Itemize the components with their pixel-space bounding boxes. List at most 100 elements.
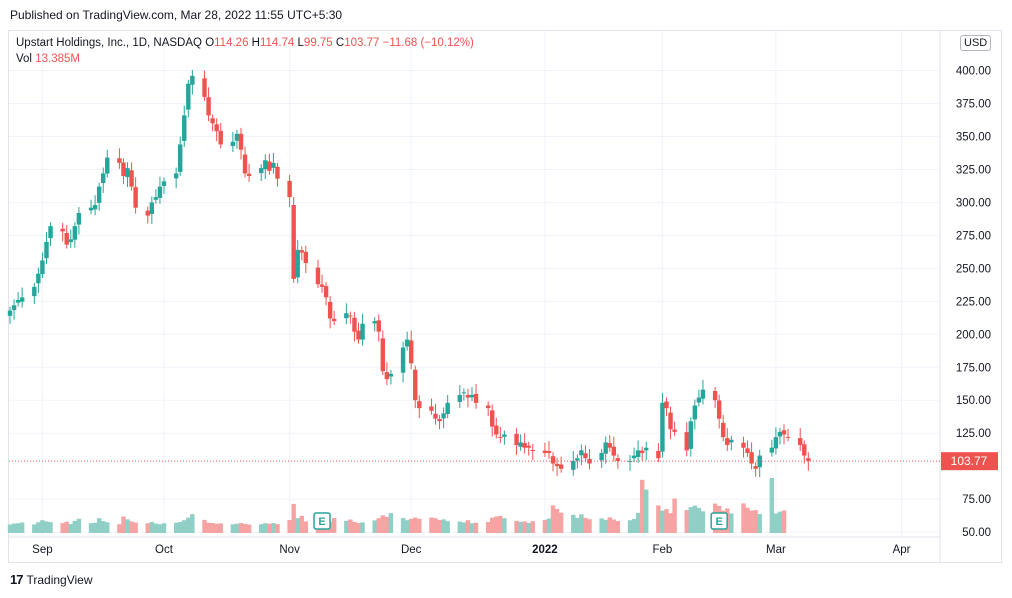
candle-body	[92, 205, 98, 210]
y-tick-label: 325.00	[956, 164, 991, 176]
volume-bar	[781, 510, 787, 533]
candle-body	[230, 141, 236, 147]
candle-body	[299, 250, 304, 253]
x-tick-label: Oct	[155, 544, 174, 556]
candle-body	[514, 433, 519, 446]
candle-body	[352, 317, 357, 332]
volume-bar	[68, 524, 73, 533]
candle-body	[384, 372, 390, 380]
candle-body	[526, 445, 531, 448]
volume-bar	[11, 523, 17, 533]
candle-body	[785, 436, 791, 438]
candle-body	[741, 442, 746, 448]
volume-bar	[700, 511, 706, 533]
candle-body	[554, 463, 560, 467]
chart-frame[interactable]	[8, 30, 1002, 563]
y-tick-label: 275.00	[956, 230, 991, 242]
volume-bar	[445, 521, 450, 533]
tradingview-footer: 17 TradingView	[10, 572, 93, 587]
y-tick-label: 175.00	[956, 362, 991, 374]
volume-bar	[664, 509, 669, 533]
candle-body	[7, 310, 13, 316]
volume-bar	[384, 516, 390, 533]
volume-bar	[469, 523, 475, 533]
candle-body	[575, 458, 580, 461]
volume-bar	[153, 523, 159, 533]
candle-body	[721, 422, 726, 438]
candle-body	[749, 452, 754, 464]
volume-bar	[461, 522, 467, 533]
volume-label: Vol	[16, 53, 32, 65]
volume-bar	[518, 521, 523, 533]
candle-body	[153, 197, 159, 200]
volume-bar	[72, 520, 78, 533]
candle-body	[214, 124, 219, 132]
volume-bar	[546, 518, 552, 533]
currency-badge[interactable]: USD	[960, 35, 992, 51]
volume-bar	[238, 523, 244, 533]
candle-body	[315, 267, 321, 285]
volume-bar	[352, 521, 357, 533]
candle-body	[688, 421, 694, 449]
volume-bar	[498, 515, 503, 533]
candle-body	[615, 458, 621, 461]
volume-bar	[599, 518, 604, 533]
volume-bar	[773, 513, 779, 533]
x-tick-label: Mar	[766, 544, 786, 556]
candle-body	[769, 447, 775, 453]
candle-body	[327, 301, 333, 319]
publish-header: Published on TradingView.com, Mar 28, 20…	[0, 0, 1012, 30]
volume-bar	[15, 523, 21, 533]
y-tick-label: 150.00	[956, 395, 991, 407]
volume-bar	[36, 522, 41, 533]
candle-body	[182, 115, 187, 141]
volume-bar	[749, 510, 754, 533]
volume-bar	[656, 505, 661, 533]
volume-bar	[271, 523, 276, 533]
candle-body	[88, 207, 94, 211]
volume-bar	[603, 520, 608, 533]
candle-body	[400, 347, 406, 373]
volume-bar	[100, 521, 106, 533]
candle-body	[603, 442, 608, 454]
candle-body	[692, 405, 698, 420]
volume-bar	[287, 520, 292, 533]
candle-body	[242, 154, 248, 174]
volume-bar	[579, 514, 584, 533]
candle-body	[473, 393, 479, 403]
volume-bar	[60, 523, 65, 533]
earnings-marker	[313, 512, 331, 530]
candle-body	[498, 436, 503, 438]
candle-body	[177, 144, 183, 172]
candle-body	[388, 373, 394, 377]
candle-body	[404, 339, 410, 347]
candle-body	[429, 406, 434, 411]
candle-body	[725, 438, 730, 446]
candle-body	[753, 466, 758, 469]
low-value: 99.75	[303, 37, 333, 49]
candle-body	[76, 212, 82, 225]
candle-body	[275, 166, 280, 179]
volume-bar	[465, 520, 471, 533]
volume-bar	[344, 520, 349, 533]
candle-body	[291, 204, 296, 279]
x-tick-label: 2022	[532, 544, 558, 556]
candle-body	[635, 450, 641, 457]
volume-bar	[182, 520, 187, 533]
tradingview-logo-icon: 17	[10, 572, 24, 587]
candle-body	[380, 338, 386, 372]
y-tick-label: 375.00	[956, 99, 991, 111]
volume-bar	[133, 522, 138, 533]
candle-body	[417, 401, 422, 409]
volume-bar	[729, 513, 734, 533]
volume-bar	[696, 507, 702, 533]
candle-body	[445, 402, 450, 415]
candle-body	[798, 438, 803, 446]
candle-body	[469, 394, 475, 398]
candle-body	[246, 173, 252, 177]
y-tick-label: 50.00	[962, 527, 991, 539]
volume-bar	[494, 516, 499, 533]
volume-bar	[611, 519, 617, 533]
volume-bar	[92, 522, 98, 533]
